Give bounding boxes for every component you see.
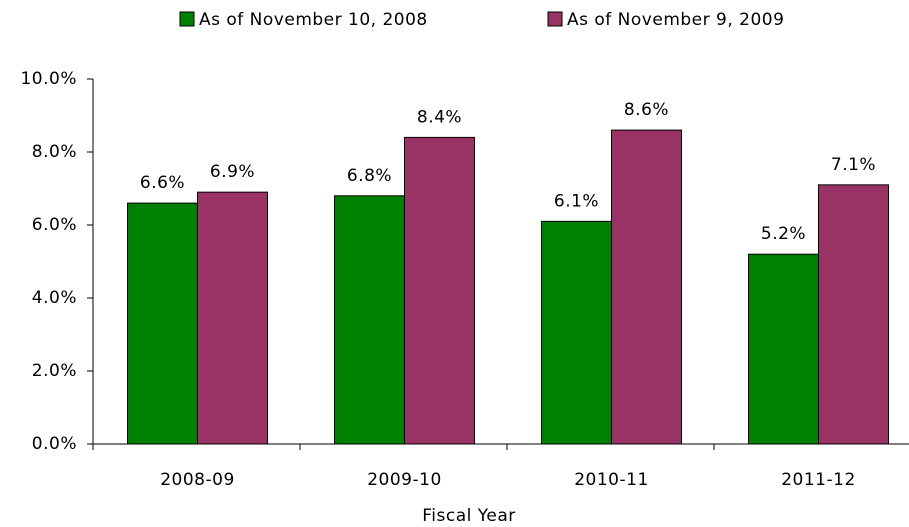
x-tick-label: 2011-12 <box>781 470 856 490</box>
y-tick-label: 6.0% <box>32 215 77 235</box>
value-label: 5.2% <box>761 224 806 244</box>
value-label: 6.9% <box>210 162 255 182</box>
legend-label: As of November 9, 2009 <box>567 10 784 30</box>
bar <box>404 136 475 445</box>
bar <box>127 202 198 445</box>
bar <box>334 195 405 445</box>
value-label: 6.6% <box>140 173 185 193</box>
bar <box>748 253 819 445</box>
y-tick-label: 4.0% <box>32 288 77 308</box>
x-tick-label: 2010-11 <box>574 470 649 490</box>
bar <box>818 184 889 445</box>
value-label: 7.1% <box>831 155 876 175</box>
y-tick-label: 0.0% <box>32 434 77 454</box>
bar <box>611 129 682 445</box>
bar <box>541 220 612 445</box>
legend-swatch <box>179 11 195 27</box>
legend-label: As of November 10, 2008 <box>199 10 428 30</box>
value-label: 8.4% <box>417 107 462 127</box>
value-label: 8.6% <box>624 100 669 120</box>
y-tick-label: 8.0% <box>32 142 77 162</box>
x-tick-label: 2008-09 <box>160 470 235 490</box>
value-label: 6.8% <box>347 166 392 186</box>
bar <box>197 191 268 445</box>
y-tick-label: 10.0% <box>20 69 77 89</box>
x-axis-title: Fiscal Year <box>422 506 516 526</box>
x-tick-label: 2009-10 <box>367 470 442 490</box>
value-label: 6.1% <box>554 191 599 211</box>
legend-swatch <box>547 11 563 27</box>
y-tick-label: 2.0% <box>32 361 77 381</box>
